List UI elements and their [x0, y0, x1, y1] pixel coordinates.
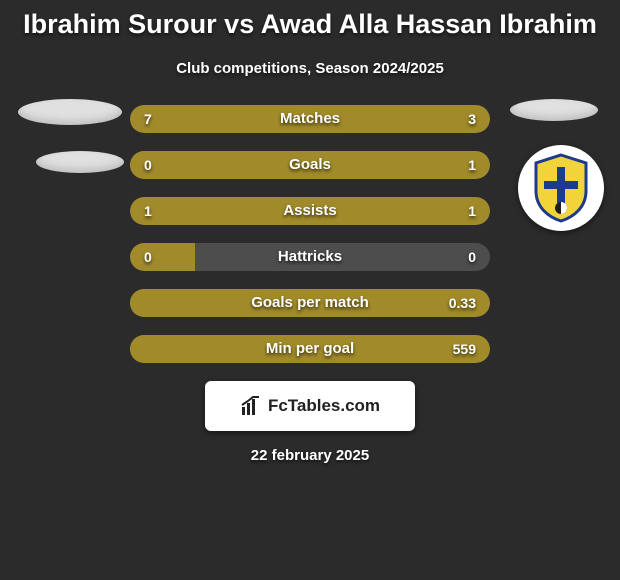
- stat-label: Hattricks: [130, 243, 490, 271]
- stat-value-right: 0.33: [449, 289, 476, 317]
- page-title: Ibrahim Surour vs Awad Alla Hassan Ibrah…: [10, 8, 610, 42]
- club-crest: [518, 145, 604, 231]
- stats-area: 7 Matches 3 0 Goals 1 1 Assists 1: [10, 105, 610, 464]
- stat-value-right: 559: [453, 335, 476, 363]
- stats-icon: [240, 395, 262, 417]
- stat-label: Assists: [130, 197, 490, 225]
- brand-badge: FcTables.com: [205, 381, 415, 431]
- stat-row-gpm: Goals per match 0.33: [130, 289, 490, 317]
- stat-value-right: 3: [468, 105, 476, 133]
- decor-ellipse-right-top: [510, 99, 598, 121]
- stat-row-mpg: Min per goal 559: [130, 335, 490, 363]
- stat-value-right: 1: [468, 197, 476, 225]
- date-label: 22 february 2025: [10, 447, 610, 464]
- stat-value-right: 0: [468, 243, 476, 271]
- shield-icon: [532, 153, 590, 223]
- brand-name: FcTables.com: [268, 396, 380, 416]
- stat-label: Min per goal: [130, 335, 490, 363]
- stat-row-assists: 1 Assists 1: [130, 197, 490, 225]
- stat-label: Matches: [130, 105, 490, 133]
- stat-label: Goals: [130, 151, 490, 179]
- decor-ellipse-left-top: [18, 99, 122, 125]
- decor-ellipse-left-bottom: [36, 151, 124, 173]
- stat-row-matches: 7 Matches 3: [130, 105, 490, 133]
- stat-row-hattricks: 0 Hattricks 0: [130, 243, 490, 271]
- subtitle: Club competitions, Season 2024/2025: [10, 60, 610, 77]
- stat-value-right: 1: [468, 151, 476, 179]
- stat-bars: 7 Matches 3 0 Goals 1 1 Assists 1: [130, 105, 490, 363]
- stat-label: Goals per match: [130, 289, 490, 317]
- stat-row-goals: 0 Goals 1: [130, 151, 490, 179]
- infographic-container: Ibrahim Surour vs Awad Alla Hassan Ibrah…: [0, 0, 620, 580]
